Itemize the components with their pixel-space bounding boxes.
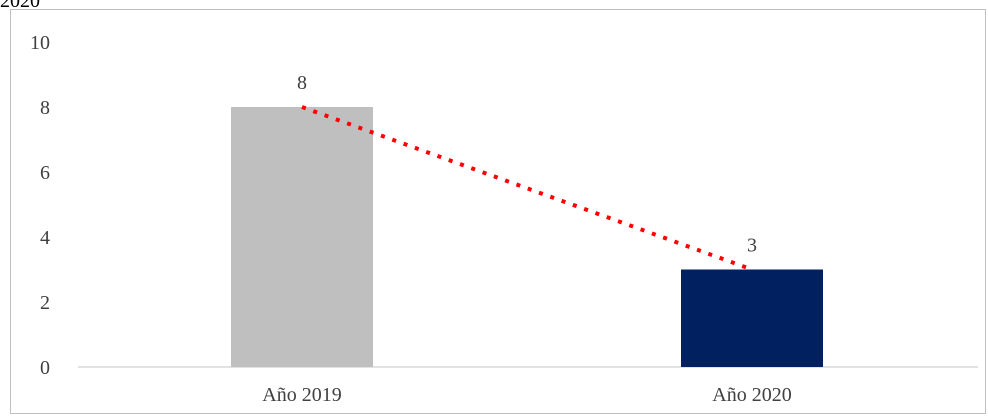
y-tick-label: 0 bbox=[40, 357, 50, 379]
y-tick-label: 2 bbox=[40, 292, 50, 314]
y-tick-label: 10 bbox=[30, 32, 50, 54]
data-label: 8 bbox=[297, 72, 307, 94]
y-tick-label: 8 bbox=[40, 97, 50, 119]
bar bbox=[681, 270, 823, 368]
y-tick-label: 6 bbox=[40, 162, 50, 184]
data-label: 3 bbox=[747, 235, 757, 257]
category-label: Año 2019 bbox=[262, 384, 341, 406]
y-tick-label: 4 bbox=[40, 227, 50, 249]
category-label: Año 2020 bbox=[712, 384, 791, 406]
bar bbox=[231, 107, 373, 367]
